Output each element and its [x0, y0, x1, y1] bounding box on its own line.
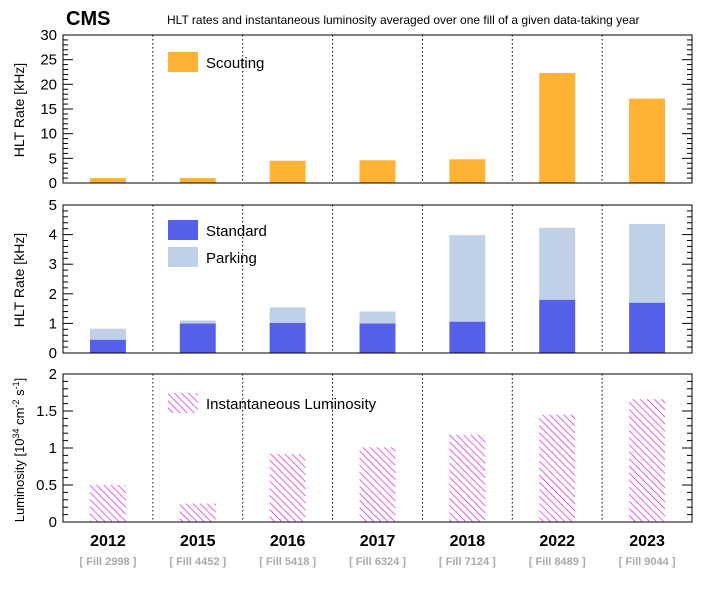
- y-tick-label: 2: [49, 286, 57, 303]
- bar-rates-parking-2016: [269, 307, 306, 323]
- y-axis-label-luminosity-part2: cm: [12, 407, 27, 428]
- y-tick-label: 5: [49, 197, 57, 214]
- bar-scouting-scouting-2017: [359, 160, 396, 183]
- panel-frame: [62, 34, 693, 184]
- fill-label-2023: [ Fill 9044 ]: [619, 556, 676, 568]
- x-axis-labels: 2012 [ Fill 2998 ] 2015 [ Fill 4452 ] 2016 [ …: [80, 533, 676, 568]
- y-tick-label: 1: [49, 315, 57, 332]
- legend-swatch-parking: [168, 247, 198, 267]
- bar-lumi-instantaneous-luminosity-2016: [269, 453, 306, 522]
- y-tick-label: 15: [40, 101, 57, 118]
- bar-lumi-instantaneous-luminosity-2017: [359, 447, 396, 522]
- bar-scouting-scouting-2012: [89, 178, 126, 183]
- y-tick-label: 20: [40, 76, 57, 93]
- y-tick-label: 4: [49, 227, 57, 244]
- fill-label-2015: [ Fill 4452 ]: [169, 556, 226, 568]
- y-axis-label-rates: HLT Rate [kHz]: [11, 233, 27, 327]
- bar-scouting-scouting-2016: [269, 160, 306, 183]
- bar-rates-standard-2012: [89, 339, 126, 353]
- y-axis-label-luminosity-sup1: 34: [11, 428, 21, 438]
- bar-rates-standard-2018: [449, 321, 486, 353]
- bar-lumi-instantaneous-luminosity-2018: [449, 434, 486, 522]
- y-axis-label-luminosity-part1: Luminosity [10: [12, 438, 27, 522]
- y-axis-label-scouting: HLT Rate [kHz]: [11, 63, 27, 157]
- bar-rates-standard-2022: [539, 299, 576, 353]
- bar-rates-parking-2023: [629, 223, 666, 303]
- cms-logo: CMS: [66, 8, 110, 30]
- bar-rates-parking-2018: [449, 235, 486, 322]
- bar-scouting-scouting-2015: [179, 178, 216, 183]
- fill-label-2022: [ Fill 8489 ]: [529, 556, 586, 568]
- legend-label-standard: Standard: [206, 223, 267, 240]
- legend-label-parking: Parking: [206, 250, 257, 267]
- y-tick-label: 1: [49, 440, 57, 457]
- y-tick-label: 0: [49, 514, 57, 531]
- fill-label-2016: [ Fill 5418 ]: [259, 556, 316, 568]
- legend-label-luminosity: Instantaneous Luminosity: [206, 396, 377, 413]
- y-tick-label: 3: [49, 256, 57, 273]
- x-tick-label-2015: 2015: [180, 533, 216, 550]
- bar-scouting-scouting-2023: [629, 98, 666, 183]
- y-axis-label-luminosity-sup2: -2: [11, 399, 21, 407]
- legend-swatch-scouting: [168, 52, 198, 72]
- scouting-panel: 0 5 10 15 20 25 30: [40, 27, 693, 192]
- x-tick-label-2016: 2016: [270, 533, 306, 550]
- panel-frame: [62, 373, 693, 523]
- bar-rates-standard-2016: [269, 322, 306, 353]
- legend-swatch-luminosity: [168, 393, 198, 413]
- legend-scouting: Scouting: [168, 52, 264, 72]
- luminosity-panel: 0 0.5 1 1.5 2: [36, 366, 693, 531]
- x-tick-label-2012: 2012: [90, 533, 126, 550]
- bar-rates-parking-2017: [359, 311, 396, 324]
- y-tick-label: 0: [49, 345, 57, 362]
- bar-lumi-instantaneous-luminosity-2012: [89, 485, 126, 522]
- y-tick-label: 0.5: [36, 477, 57, 494]
- y-tick-label: 0: [49, 175, 57, 192]
- chart-title: HLT rates and instantaneous luminosity a…: [167, 13, 640, 27]
- fill-label-2018: [ Fill 7124 ]: [439, 556, 496, 568]
- bar-rates-parking-2012: [89, 328, 126, 340]
- y-axis-label-luminosity-part4: ]: [12, 378, 27, 382]
- bar-lumi-instantaneous-luminosity-2023: [629, 399, 666, 522]
- legend-label-scouting: Scouting: [206, 55, 264, 72]
- standard-parking-panel: 0 1 2 3 4 5: [49, 197, 693, 362]
- y-axis-label-luminosity-sup3: -1: [11, 381, 21, 389]
- y-tick-label: 2: [49, 366, 57, 383]
- y-tick-label: 10: [40, 126, 57, 143]
- x-tick-label-2018: 2018: [450, 533, 486, 550]
- y-axis-label-luminosity-part3: s: [12, 389, 27, 400]
- x-tick-label-2023: 2023: [629, 533, 665, 550]
- y-tick-label: 25: [40, 52, 57, 69]
- legend-luminosity: Instantaneous Luminosity: [168, 393, 377, 413]
- fill-label-2012: [ Fill 2998 ]: [80, 556, 137, 568]
- bar-rates-parking-2022: [539, 227, 576, 300]
- x-tick-label-2022: 2022: [539, 533, 575, 550]
- bar-lumi-instantaneous-luminosity-2015: [179, 503, 216, 522]
- y-tick-label: 5: [49, 150, 57, 167]
- fill-label-2017: [ Fill 6324 ]: [349, 556, 406, 568]
- y-tick-label: 30: [40, 27, 57, 44]
- bar-rates-standard-2015: [179, 323, 216, 353]
- panel-frame: [62, 204, 693, 354]
- bar-rates-parking-2015: [179, 320, 216, 324]
- bar-rates-standard-2023: [629, 302, 666, 353]
- legend-swatch-standard: [168, 220, 198, 240]
- bar-scouting-scouting-2018: [449, 159, 486, 183]
- bar-rates-standard-2017: [359, 323, 396, 353]
- x-tick-label-2017: 2017: [360, 533, 396, 550]
- y-tick-label: 1.5: [36, 403, 57, 420]
- y-axis-label-luminosity: Luminosity [1034 cm-2 s-1]: [11, 378, 27, 523]
- legend-standard-parking: Standard Parking: [168, 220, 267, 267]
- bar-scouting-scouting-2022: [539, 72, 576, 183]
- bar-lumi-instantaneous-luminosity-2022: [539, 414, 576, 522]
